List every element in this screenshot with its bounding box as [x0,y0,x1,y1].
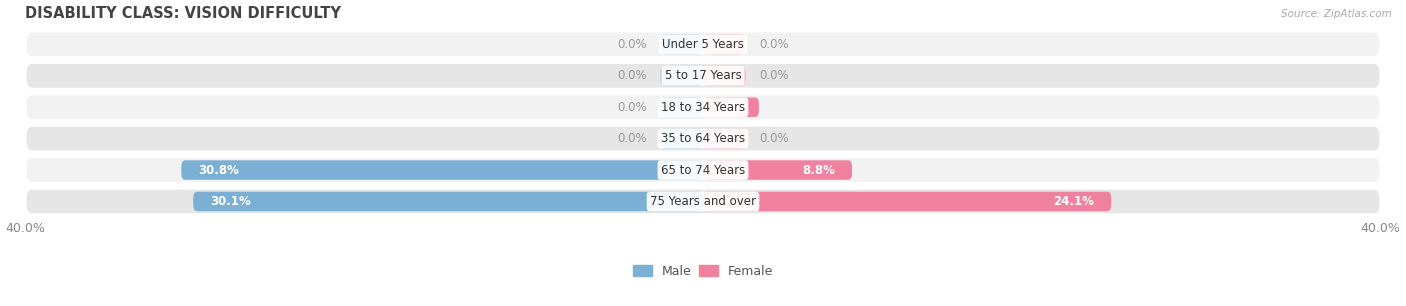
Text: 30.8%: 30.8% [198,163,239,177]
Text: 0.0%: 0.0% [617,69,647,82]
FancyBboxPatch shape [703,98,759,117]
Text: 35 to 64 Years: 35 to 64 Years [661,132,745,145]
Text: Under 5 Years: Under 5 Years [662,38,744,51]
FancyBboxPatch shape [661,66,703,86]
FancyBboxPatch shape [25,63,1381,89]
FancyBboxPatch shape [703,160,852,180]
FancyBboxPatch shape [25,94,1381,120]
FancyBboxPatch shape [25,157,1381,183]
FancyBboxPatch shape [181,160,703,180]
Text: DISABILITY CLASS: VISION DIFFICULTY: DISABILITY CLASS: VISION DIFFICULTY [25,6,342,21]
Text: 0.0%: 0.0% [617,38,647,51]
FancyBboxPatch shape [661,129,703,148]
FancyBboxPatch shape [661,98,703,117]
Text: 65 to 74 Years: 65 to 74 Years [661,163,745,177]
FancyBboxPatch shape [703,192,1111,211]
Text: 18 to 34 Years: 18 to 34 Years [661,101,745,114]
FancyBboxPatch shape [703,35,745,54]
Text: 8.8%: 8.8% [803,163,835,177]
FancyBboxPatch shape [25,126,1381,151]
FancyBboxPatch shape [25,32,1381,57]
FancyBboxPatch shape [703,129,745,148]
Text: 75 Years and over: 75 Years and over [650,195,756,208]
FancyBboxPatch shape [25,188,1381,214]
Legend: Male, Female: Male, Female [628,259,778,282]
Text: 0.0%: 0.0% [759,38,789,51]
FancyBboxPatch shape [661,35,703,54]
Text: 0.0%: 0.0% [617,101,647,114]
Text: 0.0%: 0.0% [617,132,647,145]
Text: 0.0%: 0.0% [759,132,789,145]
Text: 3.3%: 3.3% [710,101,742,114]
Text: 24.1%: 24.1% [1053,195,1094,208]
FancyBboxPatch shape [703,66,745,86]
FancyBboxPatch shape [193,192,703,211]
Text: 30.1%: 30.1% [209,195,250,208]
Text: 0.0%: 0.0% [759,69,789,82]
Text: 5 to 17 Years: 5 to 17 Years [665,69,741,82]
Text: Source: ZipAtlas.com: Source: ZipAtlas.com [1281,9,1392,19]
